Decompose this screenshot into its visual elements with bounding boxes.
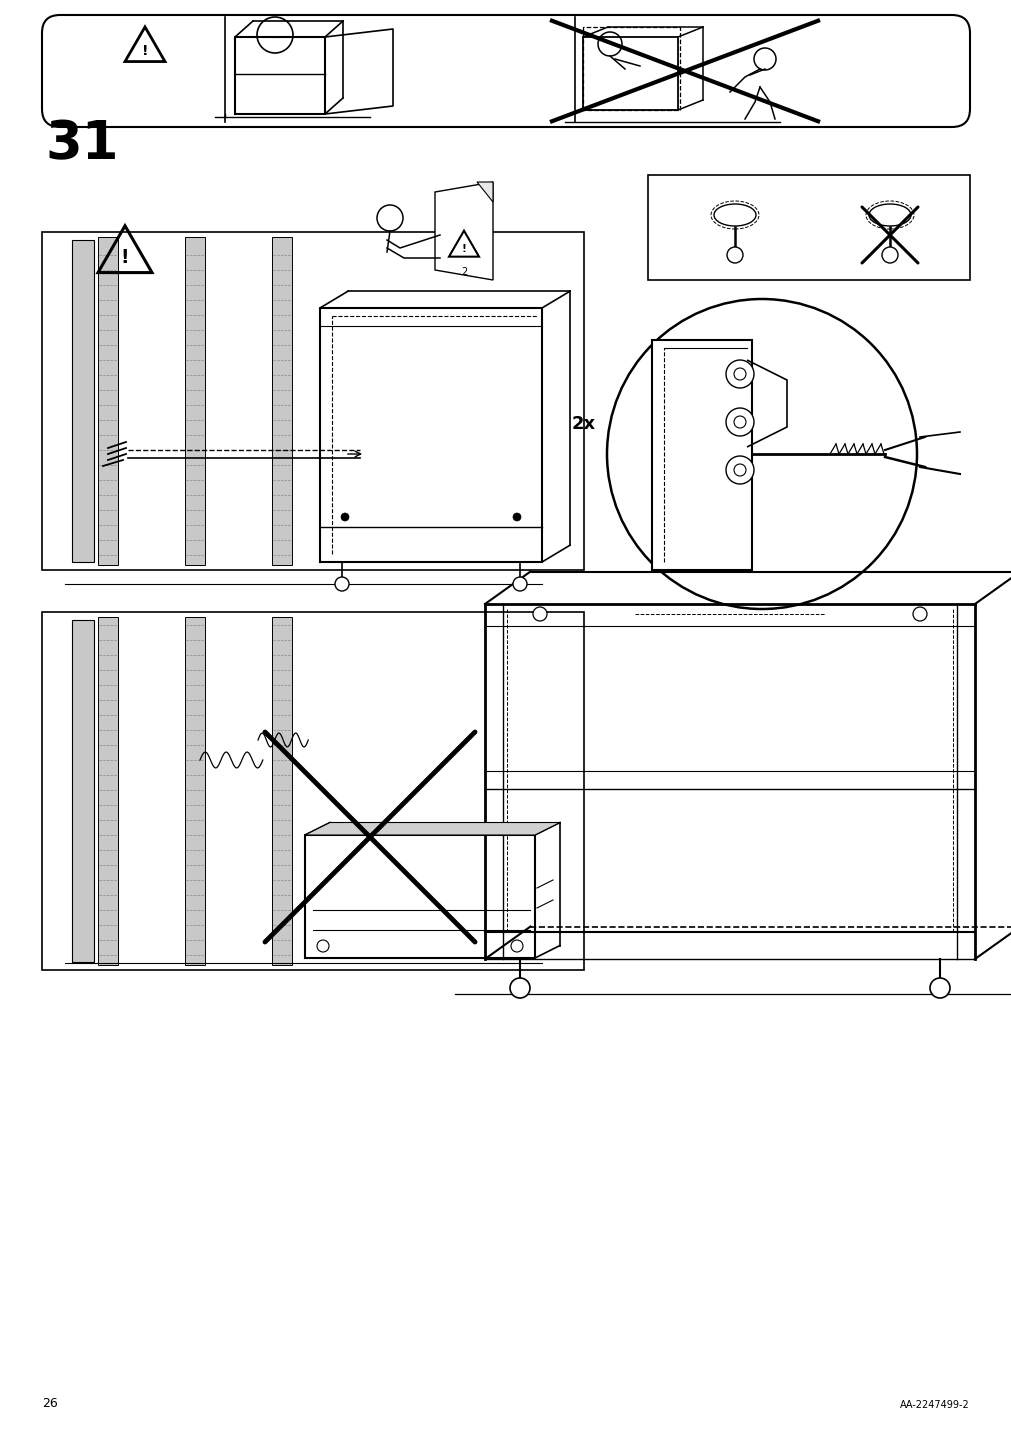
- Polygon shape: [72, 241, 94, 561]
- Circle shape: [725, 455, 753, 484]
- FancyBboxPatch shape: [42, 14, 969, 127]
- Circle shape: [335, 577, 349, 591]
- Circle shape: [725, 408, 753, 435]
- Circle shape: [513, 577, 527, 591]
- Text: 31: 31: [44, 117, 118, 170]
- Circle shape: [607, 299, 916, 609]
- Circle shape: [510, 978, 530, 998]
- Circle shape: [725, 359, 753, 388]
- Circle shape: [929, 978, 949, 998]
- Polygon shape: [98, 238, 118, 566]
- Text: AA-2247499-2: AA-2247499-2: [900, 1400, 969, 1411]
- Circle shape: [341, 513, 349, 521]
- Text: 2x: 2x: [571, 415, 595, 432]
- Text: 26: 26: [42, 1398, 58, 1411]
- Circle shape: [316, 939, 329, 952]
- Polygon shape: [304, 822, 559, 835]
- Circle shape: [882, 246, 897, 263]
- Polygon shape: [272, 617, 292, 965]
- Circle shape: [511, 939, 523, 952]
- Ellipse shape: [714, 203, 755, 226]
- Polygon shape: [72, 620, 94, 962]
- Text: !: !: [142, 44, 148, 57]
- Polygon shape: [435, 182, 492, 281]
- Text: !: !: [461, 243, 466, 253]
- Ellipse shape: [868, 203, 910, 226]
- Polygon shape: [272, 238, 292, 566]
- Circle shape: [513, 513, 521, 521]
- Text: 2: 2: [460, 266, 467, 276]
- Circle shape: [533, 607, 547, 621]
- Polygon shape: [651, 339, 751, 570]
- Polygon shape: [185, 617, 205, 965]
- Polygon shape: [98, 617, 118, 965]
- Text: !: !: [120, 248, 129, 268]
- Polygon shape: [185, 238, 205, 566]
- Circle shape: [912, 607, 926, 621]
- Circle shape: [726, 246, 742, 263]
- Polygon shape: [476, 182, 492, 202]
